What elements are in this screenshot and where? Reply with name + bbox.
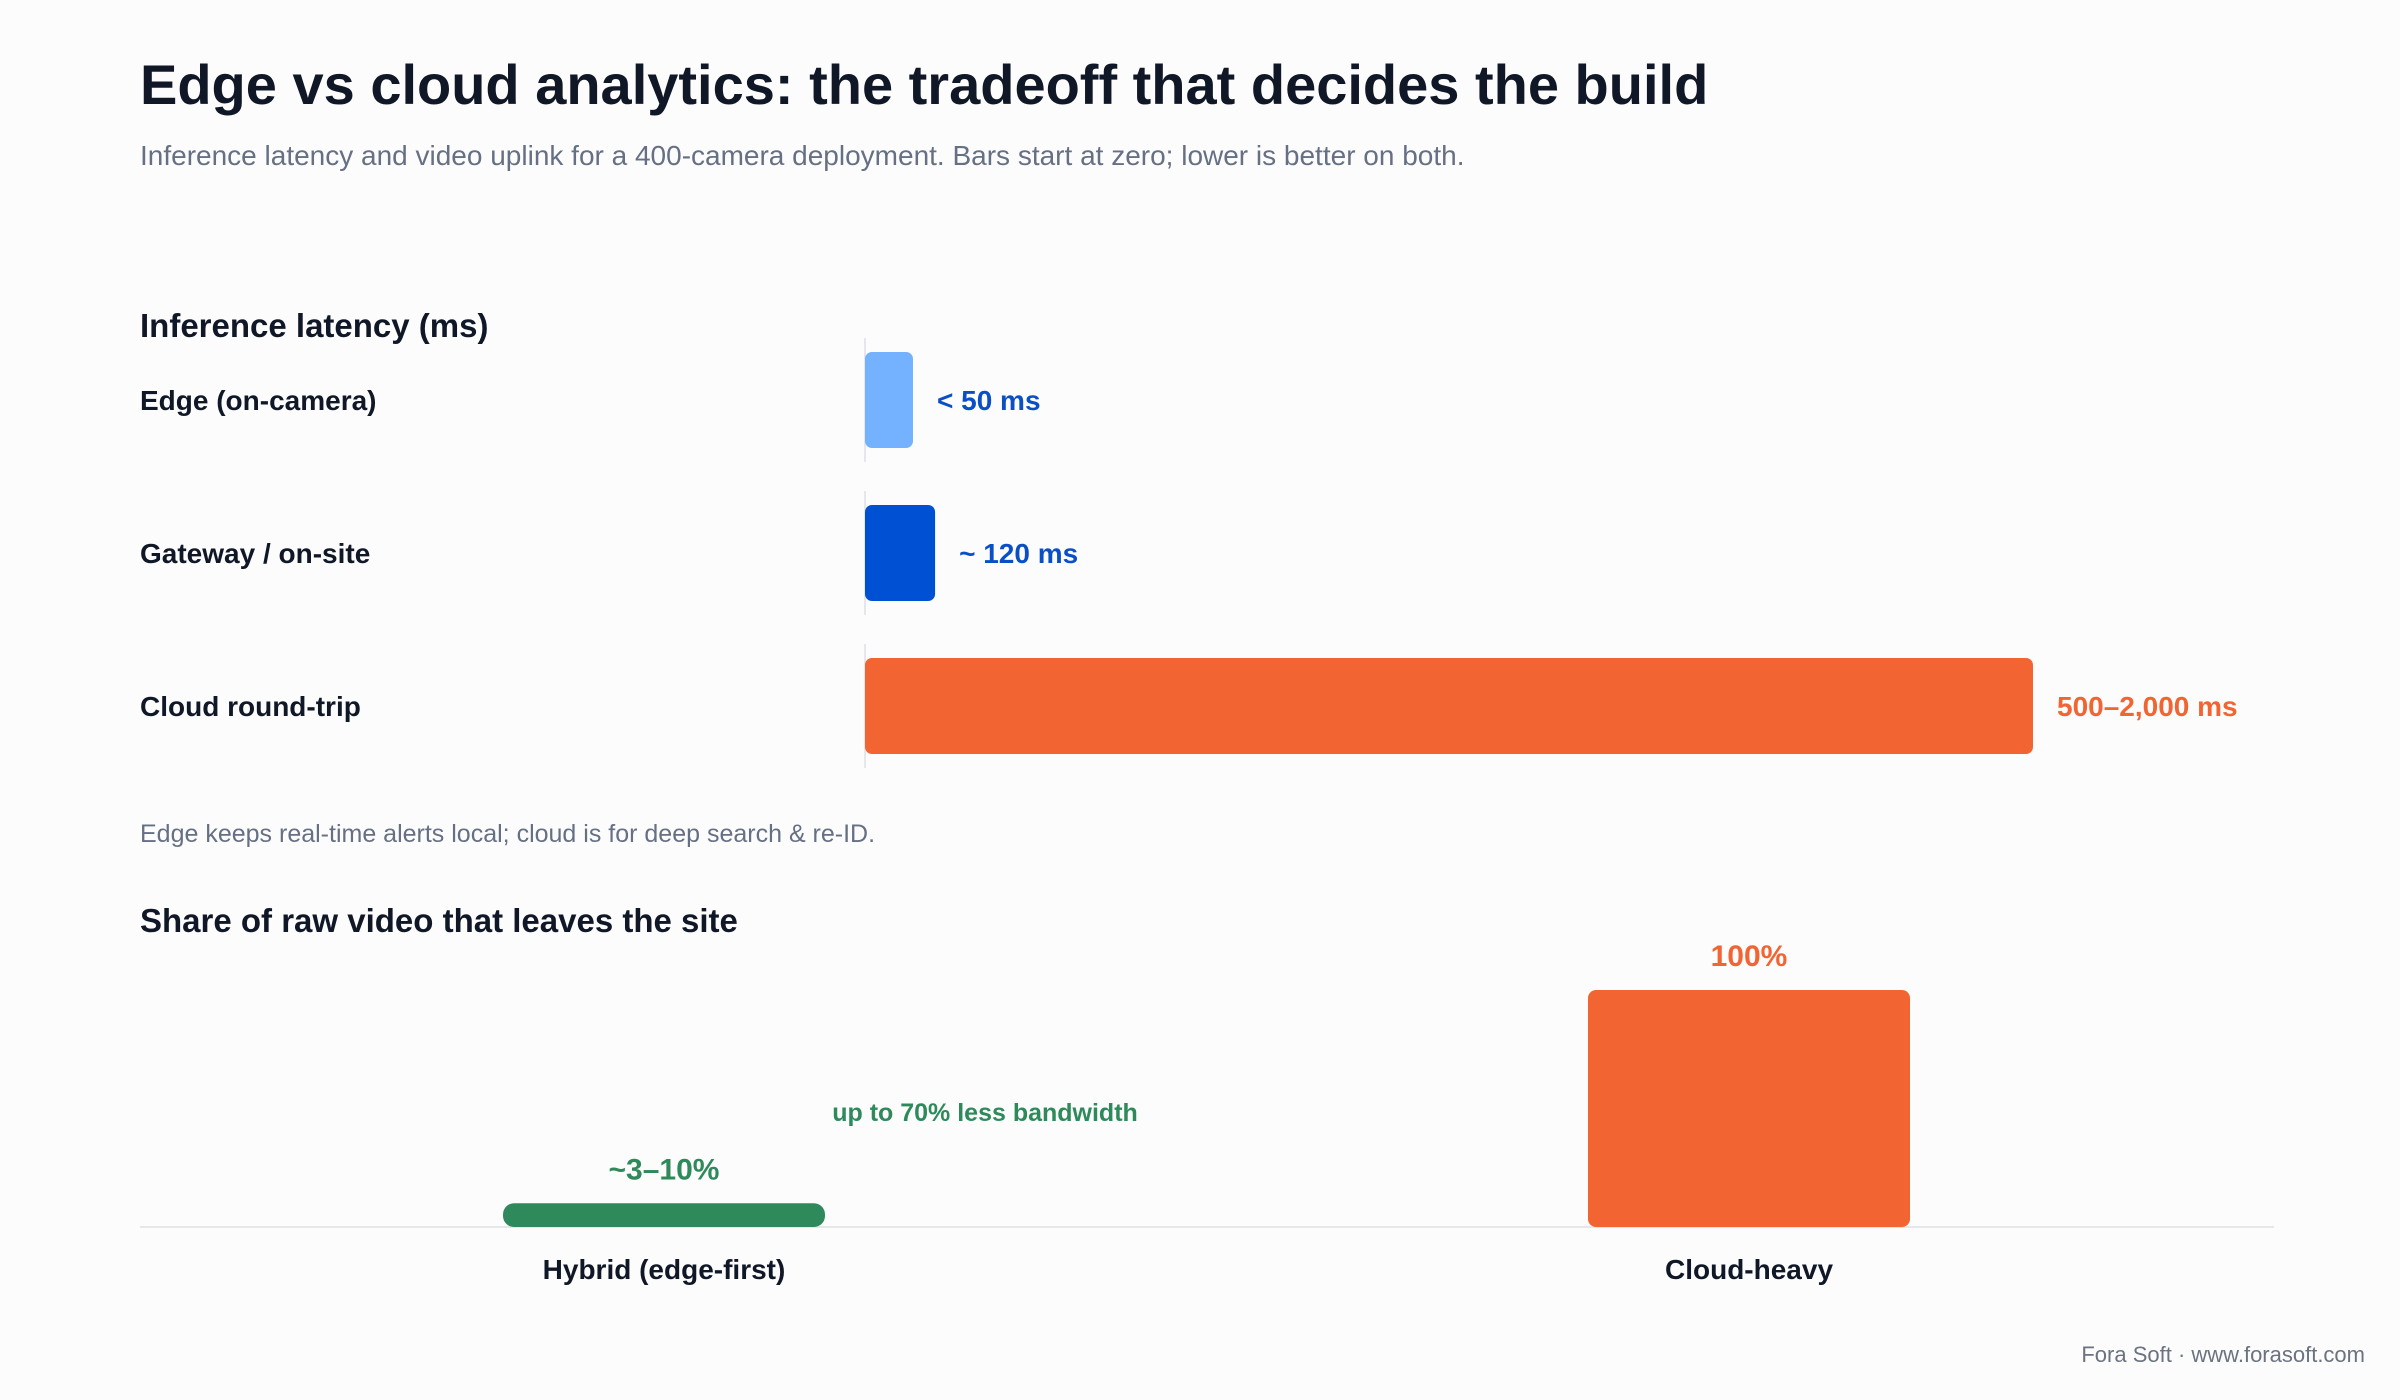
latency-bar-edge-on-camera	[865, 352, 913, 448]
share-category-hybrid-edge-first: Hybrid (edge-first)	[543, 1254, 786, 1285]
share-value-label: 100%	[1711, 940, 1788, 973]
page-subtitle: Inference latency and video uplink for a…	[140, 140, 1465, 171]
share-bar-hybrid-edge-first	[503, 1203, 825, 1227]
latency-value-label: 500–2,000 ms	[2057, 691, 2238, 722]
latency-value-label: ~ 120 ms	[959, 538, 1078, 569]
latency-chart: Edge (on-camera) < 50 ms Gateway / on-site…	[140, 338, 2238, 768]
share-chart: ~3–10% Hybrid (edge-first) 100% Cloud-heavy…	[140, 940, 2274, 1285]
share-section-title: Share of raw video that leaves the site	[140, 902, 738, 939]
share-value-label: ~3–10%	[609, 1153, 720, 1186]
latency-category-edge-on-camera: Edge (on-camera)	[140, 385, 377, 416]
latency-bar-cloud-round-trip	[865, 658, 2033, 754]
page-title: Edge vs cloud analytics: the tradeoff th…	[140, 53, 1709, 116]
latency-category-cloud-round-trip: Cloud round-trip	[140, 691, 361, 722]
latency-note: Edge keeps real-time alerts local; cloud…	[140, 820, 876, 848]
share-category-cloud-heavy: Cloud-heavy	[1665, 1254, 1833, 1285]
latency-bar-gateway-on-site	[865, 505, 936, 601]
latency-value-label: < 50 ms	[937, 385, 1041, 416]
latency-section-title: Inference latency (ms)	[140, 307, 489, 344]
latency-category-gateway-on-site: Gateway / on-site	[140, 538, 370, 569]
share-bar-cloud-heavy	[1588, 990, 1910, 1227]
bandwidth-annotation: up to 70% less bandwidth	[832, 1099, 1138, 1127]
footer-credit: Fora Soft · www.forasoft.com	[2081, 1342, 2365, 1367]
